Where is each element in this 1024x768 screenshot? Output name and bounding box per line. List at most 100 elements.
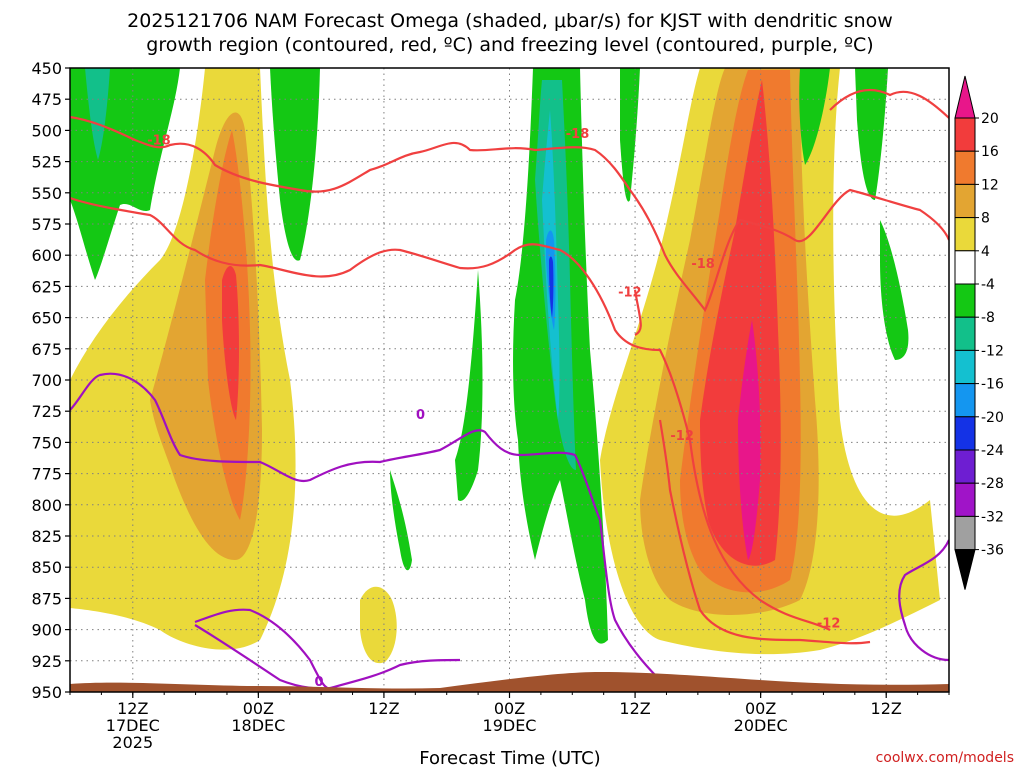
contour-label: -12 bbox=[817, 616, 841, 631]
colorbar-tick-label: -32 bbox=[981, 509, 1004, 525]
x-tick-label: 18DEC bbox=[231, 716, 285, 735]
y-tick-label: 450 bbox=[31, 59, 62, 78]
y-axis: 450 475 500 525 550 575 600 625 650 675 700 725 750 7… bbox=[31, 59, 70, 702]
y-tick-label: 650 bbox=[31, 309, 62, 328]
omega-downward-region-13 bbox=[855, 68, 888, 200]
x-tick-label: 00Z bbox=[494, 699, 525, 718]
colorbar-bin bbox=[954, 449, 976, 484]
chart-title-line1: 2025121706 NAM Forecast Omega (shaded, μ… bbox=[127, 10, 893, 32]
y-tick-label: 575 bbox=[31, 215, 62, 234]
omega-downward-region-10 bbox=[549, 256, 554, 318]
omega-downward-region-3 bbox=[270, 68, 320, 261]
colorbar-tick-label: 20 bbox=[981, 111, 999, 127]
y-tick-label: 550 bbox=[31, 184, 62, 203]
y-tick-label: 825 bbox=[31, 527, 62, 546]
colorbar-bin bbox=[954, 250, 976, 285]
contour-label: -18 bbox=[691, 257, 715, 272]
dgz-contour-minus12 bbox=[633, 289, 871, 645]
contour-label: -12 bbox=[618, 286, 642, 301]
colorbar-tick-label: 8 bbox=[981, 211, 990, 227]
dgz-contour-minus18-top bbox=[829, 88, 949, 119]
y-tick-label: 600 bbox=[31, 246, 62, 265]
x-tick-label: 12Z bbox=[619, 699, 650, 718]
y-tick-label: 800 bbox=[31, 496, 62, 515]
x-tick-label: 17DEC bbox=[106, 716, 160, 735]
colorbar-tick-label: 16 bbox=[981, 144, 999, 160]
colorbar-bin bbox=[954, 549, 976, 590]
colorbar-bin bbox=[954, 316, 976, 351]
colorbar-tick-label: 12 bbox=[981, 177, 999, 193]
y-tick-label: 525 bbox=[31, 153, 62, 172]
y-tick-label: 950 bbox=[31, 683, 62, 702]
colorbar-bin bbox=[954, 482, 976, 517]
contour-label: -18 bbox=[566, 127, 590, 142]
omega-upward-region-4 bbox=[222, 265, 239, 420]
y-tick-label: 900 bbox=[31, 621, 62, 640]
y-tick-label: 850 bbox=[31, 558, 62, 577]
omega-upward-region-5 bbox=[360, 586, 397, 664]
y-tick-label: 875 bbox=[31, 589, 62, 608]
x-tick-label: 2025 bbox=[112, 733, 153, 752]
x-tick-label: 20DEC bbox=[734, 716, 788, 735]
x-tick-label: 12Z bbox=[117, 699, 148, 718]
contour-labels: -18 -18 -18 -12 -12 -12 0 0 bbox=[147, 127, 841, 690]
colorbar: 20 16 12 8 4 -4 -8 -12 -16 -20 -24 -28 -32 -36 bbox=[954, 75, 1004, 590]
contour-lines bbox=[70, 88, 949, 690]
colorbar-bin bbox=[954, 75, 976, 119]
colorbar-tick-label: -8 bbox=[981, 310, 995, 326]
colorbar-bin bbox=[954, 183, 976, 219]
dgz-contour-minus18-lower bbox=[70, 196, 831, 631]
x-tick-label: 12Z bbox=[871, 699, 902, 718]
y-tick-label: 625 bbox=[31, 277, 62, 296]
y-tick-label: 725 bbox=[31, 402, 62, 421]
colorbar-tick-label: 4 bbox=[981, 244, 990, 260]
freezing-level-contour-right bbox=[898, 539, 949, 662]
contour-label: 0 bbox=[416, 408, 425, 423]
colorbar-tick-label: -28 bbox=[981, 476, 1004, 492]
contour-label: -12 bbox=[670, 429, 694, 444]
terrain-ground bbox=[70, 672, 949, 692]
colorbar-tick-label: -4 bbox=[981, 277, 995, 293]
omega-downward-region-4 bbox=[390, 470, 412, 571]
y-tick-label: 925 bbox=[31, 652, 62, 671]
colorbar-bin bbox=[954, 117, 976, 152]
y-tick-label: 475 bbox=[31, 90, 62, 109]
colorbar-tick-label: -16 bbox=[981, 377, 1004, 393]
x-tick-label: 12Z bbox=[368, 699, 399, 718]
colorbar-bin bbox=[954, 349, 976, 385]
chart-title-line2: growth region (contoured, red, ºC) and f… bbox=[146, 34, 873, 56]
freezing-level-contour-main bbox=[70, 372, 661, 681]
colorbar-tick-label: -24 bbox=[981, 443, 1004, 459]
x-axis-label: Forecast Time (UTC) bbox=[419, 748, 600, 768]
x-tick-label: 00Z bbox=[243, 699, 274, 718]
dgz-contour-minus18-upper bbox=[70, 115, 949, 313]
colorbar-bin bbox=[954, 416, 976, 451]
colorbar-tick-label: -36 bbox=[981, 543, 1004, 559]
colorbar-bin bbox=[954, 217, 976, 252]
omega-downward-region-12 bbox=[799, 68, 830, 165]
contour-label: 0 bbox=[315, 675, 324, 690]
omega-upward-region-10 bbox=[738, 320, 761, 560]
colorbar-bin bbox=[954, 150, 976, 185]
credit-text: coolwx.com/models bbox=[876, 750, 1014, 766]
y-tick-label: 775 bbox=[31, 465, 62, 484]
grid-lines bbox=[70, 67, 949, 693]
omega-shading bbox=[70, 68, 940, 664]
y-tick-label: 750 bbox=[31, 433, 62, 452]
y-tick-label: 675 bbox=[31, 340, 62, 359]
omega-downward-region-2 bbox=[85, 68, 110, 160]
y-tick-label: 500 bbox=[31, 121, 62, 140]
colorbar-tick-label: -20 bbox=[981, 410, 1004, 426]
omega-downward-region-14 bbox=[880, 220, 909, 360]
x-tick-label: 00Z bbox=[745, 699, 776, 718]
colorbar-bin bbox=[954, 283, 976, 318]
y-tick-label: 700 bbox=[31, 371, 62, 390]
x-tick-label: 19DEC bbox=[483, 716, 537, 735]
colorbar-bin bbox=[954, 383, 976, 418]
colorbar-bin bbox=[954, 515, 976, 551]
contour-label: -18 bbox=[147, 133, 171, 148]
omega-downward-region-5 bbox=[455, 270, 483, 501]
colorbar-tick-label: -12 bbox=[981, 343, 1004, 359]
